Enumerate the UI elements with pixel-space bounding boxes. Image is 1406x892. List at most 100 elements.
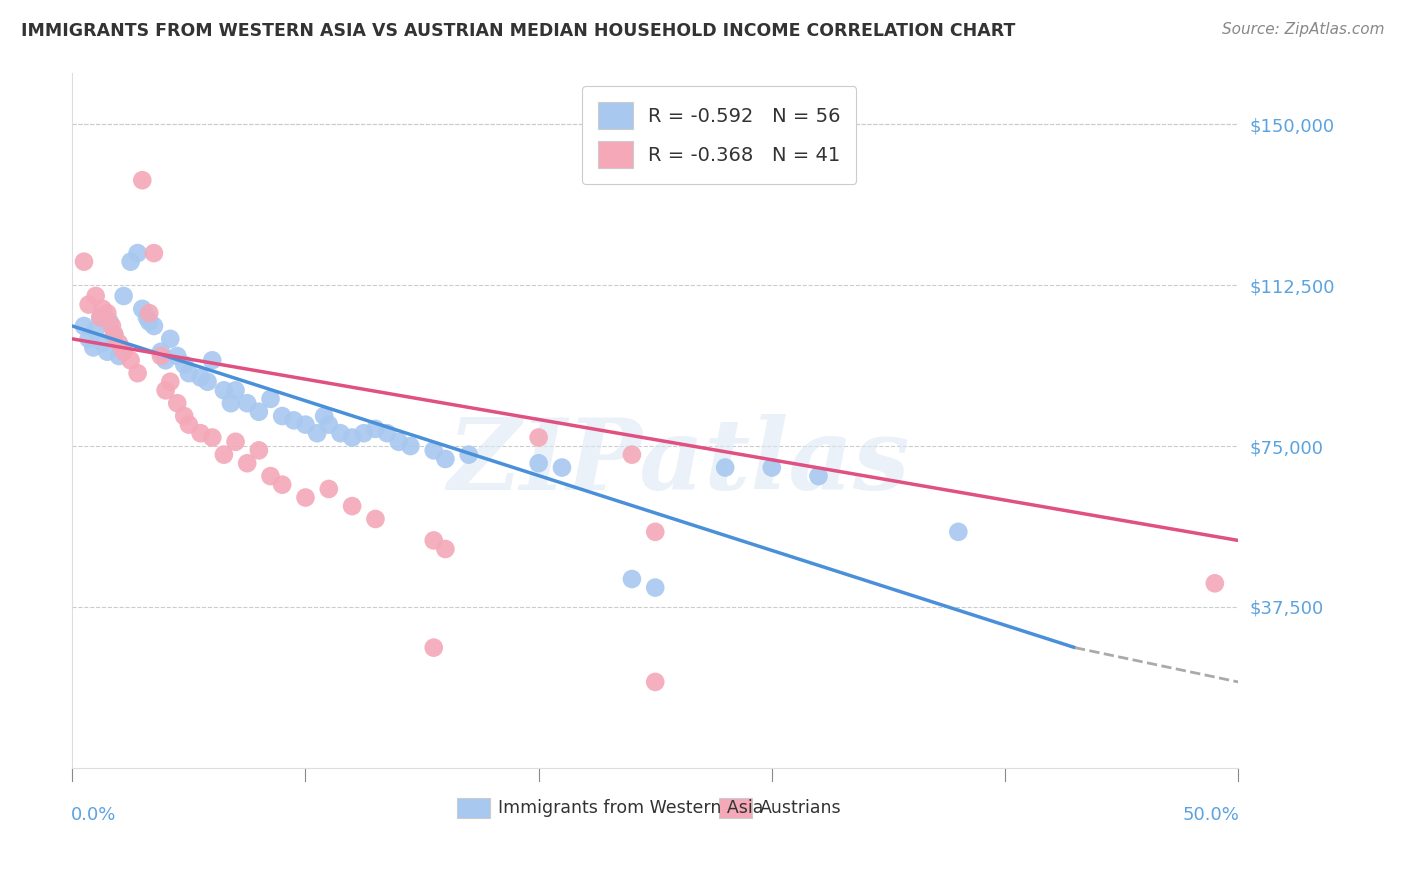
Point bbox=[108, 349, 131, 363]
Point bbox=[149, 349, 172, 363]
Point bbox=[142, 246, 165, 260]
Point bbox=[422, 640, 444, 655]
Point bbox=[166, 396, 188, 410]
Point bbox=[108, 336, 131, 351]
Point bbox=[84, 289, 107, 303]
Point bbox=[307, 426, 329, 441]
Point bbox=[318, 417, 340, 432]
Point bbox=[422, 533, 444, 548]
Point bbox=[259, 469, 281, 483]
Point bbox=[422, 443, 444, 458]
Point bbox=[219, 396, 242, 410]
Point bbox=[247, 405, 270, 419]
Point bbox=[644, 675, 666, 690]
FancyBboxPatch shape bbox=[457, 798, 489, 818]
Point bbox=[166, 349, 188, 363]
Point bbox=[644, 581, 666, 595]
Point bbox=[388, 434, 411, 449]
Point bbox=[82, 341, 104, 355]
Point bbox=[527, 430, 550, 444]
Point bbox=[329, 426, 352, 441]
Point bbox=[96, 344, 118, 359]
Point bbox=[155, 384, 177, 398]
Point bbox=[190, 426, 212, 441]
Text: 50.0%: 50.0% bbox=[1182, 805, 1239, 824]
Point bbox=[89, 310, 111, 325]
Point bbox=[138, 306, 160, 320]
Point bbox=[457, 448, 479, 462]
Point bbox=[527, 456, 550, 470]
Text: IMMIGRANTS FROM WESTERN ASIA VS AUSTRIAN MEDIAN HOUSEHOLD INCOME CORRELATION CHA: IMMIGRANTS FROM WESTERN ASIA VS AUSTRIAN… bbox=[21, 22, 1015, 40]
Point bbox=[434, 541, 457, 556]
Point bbox=[225, 384, 247, 398]
Point bbox=[353, 426, 375, 441]
Point bbox=[103, 327, 125, 342]
Point bbox=[190, 370, 212, 384]
Point bbox=[91, 336, 114, 351]
Point bbox=[714, 460, 737, 475]
Point bbox=[761, 460, 783, 475]
Point bbox=[948, 524, 970, 539]
Point bbox=[201, 430, 224, 444]
Point bbox=[120, 353, 142, 368]
Point bbox=[283, 413, 305, 427]
Point bbox=[159, 375, 181, 389]
Point bbox=[155, 353, 177, 368]
Point bbox=[314, 409, 336, 423]
Point bbox=[142, 318, 165, 333]
Point bbox=[259, 392, 281, 406]
Point bbox=[112, 344, 135, 359]
Point bbox=[177, 417, 200, 432]
Point bbox=[112, 289, 135, 303]
Point bbox=[434, 452, 457, 467]
Point bbox=[212, 448, 235, 462]
Text: Austrians: Austrians bbox=[761, 799, 842, 817]
Point bbox=[173, 358, 195, 372]
Point bbox=[177, 366, 200, 380]
Point bbox=[73, 254, 96, 268]
Point bbox=[375, 426, 398, 441]
Point bbox=[101, 318, 124, 333]
Text: 0.0%: 0.0% bbox=[72, 805, 117, 824]
Text: Immigrants from Western Asia: Immigrants from Western Asia bbox=[498, 799, 763, 817]
Point bbox=[225, 434, 247, 449]
FancyBboxPatch shape bbox=[720, 798, 752, 818]
Point bbox=[807, 469, 830, 483]
Point bbox=[318, 482, 340, 496]
Point bbox=[201, 353, 224, 368]
Point bbox=[173, 409, 195, 423]
Point bbox=[399, 439, 422, 453]
Point bbox=[620, 572, 643, 586]
Point bbox=[91, 301, 114, 316]
Point bbox=[364, 422, 387, 436]
Point bbox=[236, 456, 259, 470]
Point bbox=[127, 366, 149, 380]
Point bbox=[294, 491, 316, 505]
Point bbox=[127, 246, 149, 260]
Text: Source: ZipAtlas.com: Source: ZipAtlas.com bbox=[1222, 22, 1385, 37]
Text: ZIPatlas: ZIPatlas bbox=[447, 414, 910, 510]
Point bbox=[551, 460, 574, 475]
Point bbox=[644, 524, 666, 539]
Point bbox=[159, 332, 181, 346]
Point bbox=[98, 315, 121, 329]
Point bbox=[96, 306, 118, 320]
Point bbox=[236, 396, 259, 410]
Point bbox=[77, 297, 100, 311]
Point bbox=[197, 375, 219, 389]
Point bbox=[247, 443, 270, 458]
Point bbox=[1204, 576, 1226, 591]
Point bbox=[131, 173, 153, 187]
Legend: R = -0.592   N = 56, R = -0.368   N = 41: R = -0.592 N = 56, R = -0.368 N = 41 bbox=[582, 87, 856, 184]
Point bbox=[212, 384, 235, 398]
Point bbox=[620, 448, 643, 462]
Point bbox=[131, 301, 153, 316]
Point bbox=[364, 512, 387, 526]
Point bbox=[294, 417, 316, 432]
Point bbox=[340, 499, 363, 513]
Point bbox=[271, 477, 294, 491]
Point bbox=[103, 327, 125, 342]
Point bbox=[271, 409, 294, 423]
Point bbox=[340, 430, 363, 444]
Point bbox=[77, 332, 100, 346]
